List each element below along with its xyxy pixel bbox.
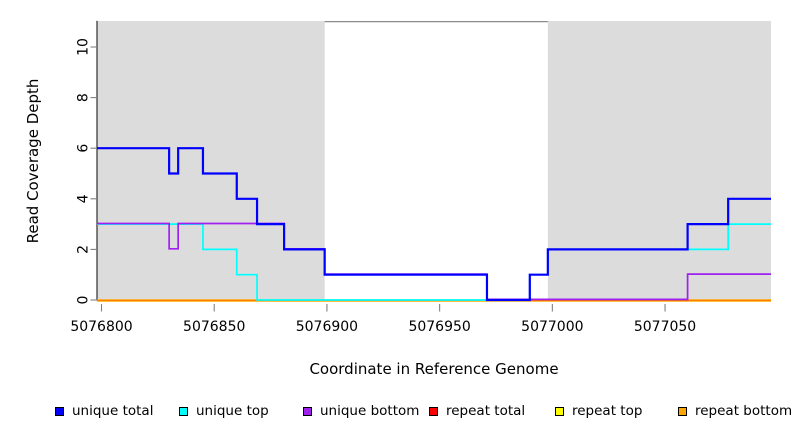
x-tick-label: 5076800: [70, 319, 132, 335]
legend-swatch-repeat-bottom-icon: [678, 406, 687, 416]
legend-label-unique-bottom: unique bottom: [320, 403, 420, 419]
legend-swatch-unique-top-icon: [179, 406, 188, 416]
y-tick-label: 10: [76, 38, 92, 56]
legend-item-unique-top: unique top: [179, 402, 269, 420]
legend-item-unique-total: unique total: [55, 402, 153, 420]
legend-item-repeat-total: repeat total: [429, 402, 525, 420]
legend-swatch-repeat-total-icon: [429, 406, 438, 416]
x-tick-label: 5077050: [634, 319, 696, 335]
x-tick-label: 5076900: [296, 319, 358, 335]
series-line-unique-total: [97, 147, 771, 302]
legend-label-repeat-bottom: repeat bottom: [695, 403, 792, 419]
legend: unique total unique top unique bottom repea…: [0, 402, 792, 424]
series-line-unique-top: [97, 223, 771, 301]
shaded-region: [97, 21, 325, 300]
y-tick-label: 0: [76, 296, 92, 305]
x-tick-label: 5076850: [183, 319, 245, 335]
legend-item-repeat-top: repeat top: [555, 402, 642, 420]
legend-item-repeat-bottom: repeat bottom: [678, 402, 792, 420]
y-axis-title: Read Coverage Depth: [24, 78, 42, 244]
shaded-region: [547, 21, 771, 300]
y-tick-label: 2: [76, 245, 92, 254]
y-tick-label: 6: [76, 144, 92, 153]
legend-label-repeat-total: repeat total: [446, 403, 526, 419]
legend-label-repeat-top: repeat top: [572, 403, 643, 419]
legend-label-unique-top: unique top: [196, 403, 269, 419]
y-tick-label: 4: [76, 194, 92, 203]
x-tick-label: 5076950: [408, 319, 470, 335]
legend-swatch-unique-bottom-icon: [303, 406, 312, 416]
legend-swatch-repeat-top-icon: [555, 406, 564, 416]
legend-item-unique-bottom: unique bottom: [303, 402, 419, 420]
x-tick-label: 5077000: [521, 319, 583, 335]
legend-swatch-unique-total-icon: [55, 406, 64, 416]
x-axis-title: Coordinate in Reference Genome: [309, 360, 559, 378]
legend-label-unique-total: unique total: [72, 403, 154, 419]
y-tick-label: 8: [76, 93, 92, 102]
